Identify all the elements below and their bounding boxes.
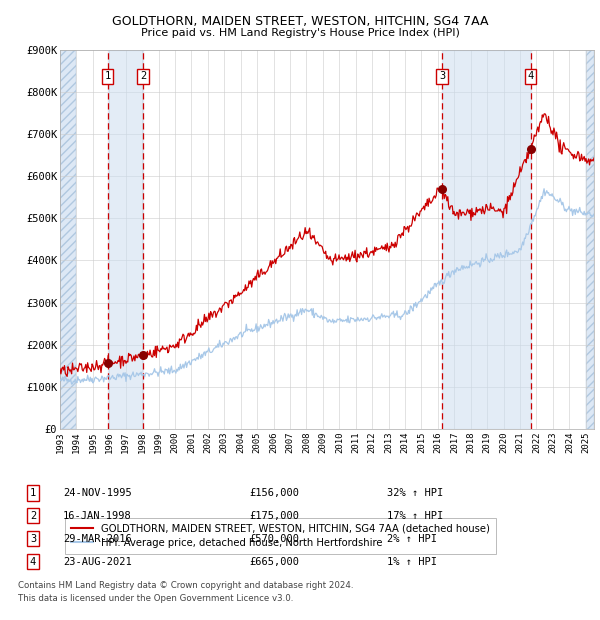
- Text: 4: 4: [30, 557, 36, 567]
- Text: £570,000: £570,000: [249, 534, 299, 544]
- Text: £175,000: £175,000: [249, 511, 299, 521]
- Text: 2: 2: [140, 71, 146, 81]
- Text: 1: 1: [104, 71, 111, 81]
- Text: 16-JAN-1998: 16-JAN-1998: [63, 511, 132, 521]
- Text: 3: 3: [439, 71, 445, 81]
- Text: 4: 4: [527, 71, 534, 81]
- Text: 3: 3: [30, 534, 36, 544]
- Bar: [60, 50, 76, 429]
- Text: 17% ↑ HPI: 17% ↑ HPI: [387, 511, 443, 521]
- Text: 29-MAR-2016: 29-MAR-2016: [63, 534, 132, 544]
- Text: GOLDTHORN, MAIDEN STREET, WESTON, HITCHIN, SG4 7AA: GOLDTHORN, MAIDEN STREET, WESTON, HITCHI…: [112, 16, 488, 29]
- Text: £156,000: £156,000: [249, 488, 299, 498]
- Bar: [442, 50, 531, 429]
- Text: £665,000: £665,000: [249, 557, 299, 567]
- Text: 1% ↑ HPI: 1% ↑ HPI: [387, 557, 437, 567]
- Text: 23-AUG-2021: 23-AUG-2021: [63, 557, 132, 567]
- Text: Price paid vs. HM Land Registry's House Price Index (HPI): Price paid vs. HM Land Registry's House …: [140, 28, 460, 38]
- Text: 32% ↑ HPI: 32% ↑ HPI: [387, 488, 443, 498]
- Legend: GOLDTHORN, MAIDEN STREET, WESTON, HITCHIN, SG4 7AA (detached house), HPI: Averag: GOLDTHORN, MAIDEN STREET, WESTON, HITCHI…: [65, 518, 496, 554]
- Text: Contains HM Land Registry data © Crown copyright and database right 2024.: Contains HM Land Registry data © Crown c…: [18, 581, 353, 590]
- Text: 24-NOV-1995: 24-NOV-1995: [63, 488, 132, 498]
- Text: 2: 2: [30, 511, 36, 521]
- Text: This data is licensed under the Open Government Licence v3.0.: This data is licensed under the Open Gov…: [18, 593, 293, 603]
- Bar: [107, 50, 143, 429]
- Text: 1: 1: [30, 488, 36, 498]
- Text: 2% ↑ HPI: 2% ↑ HPI: [387, 534, 437, 544]
- Bar: [586, 50, 594, 429]
